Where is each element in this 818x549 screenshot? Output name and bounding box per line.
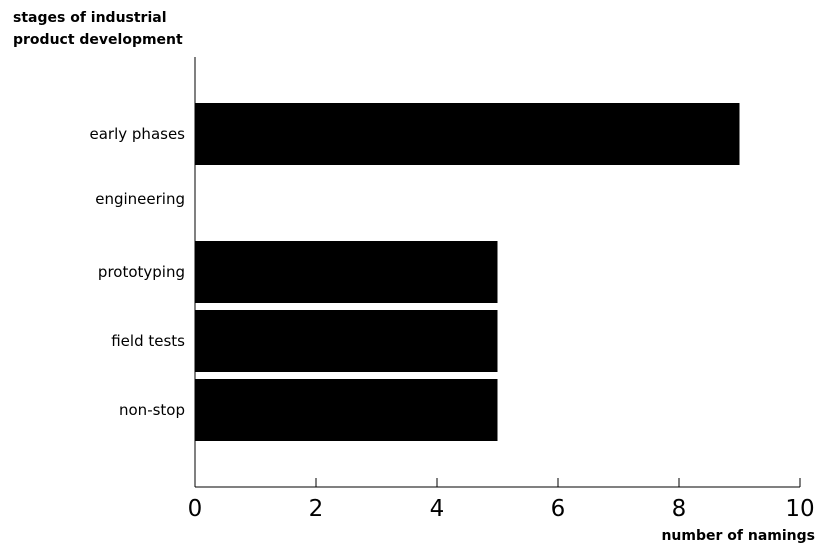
x-tick-label-10: 10 (785, 496, 814, 522)
x-tick-label-8: 8 (672, 496, 687, 522)
category-label-non-stop: non-stop (119, 401, 185, 419)
x-tick-label-4: 4 (430, 496, 445, 522)
x-tick-label-0: 0 (188, 496, 203, 522)
category-label-prototyping: prototyping (98, 263, 185, 281)
x-axis-title: number of namings (661, 528, 815, 544)
bar-prototyping (195, 241, 498, 303)
bar-non-stop (195, 379, 498, 441)
category-label-early-phases: early phases (90, 125, 186, 143)
bar-early-phases (195, 103, 740, 165)
category-label-engineering: engineering (95, 190, 185, 208)
x-ticks-group: 0 2 4 6 8 10 (188, 478, 815, 522)
category-label-field-tests: field tests (111, 332, 185, 350)
x-tick-label-6: 6 (551, 496, 566, 522)
bars-group (195, 103, 740, 441)
x-tick-label-2: 2 (309, 496, 324, 522)
category-labels-group: early phases engineering prototyping field … (90, 125, 186, 419)
bar-field-tests (195, 310, 498, 372)
